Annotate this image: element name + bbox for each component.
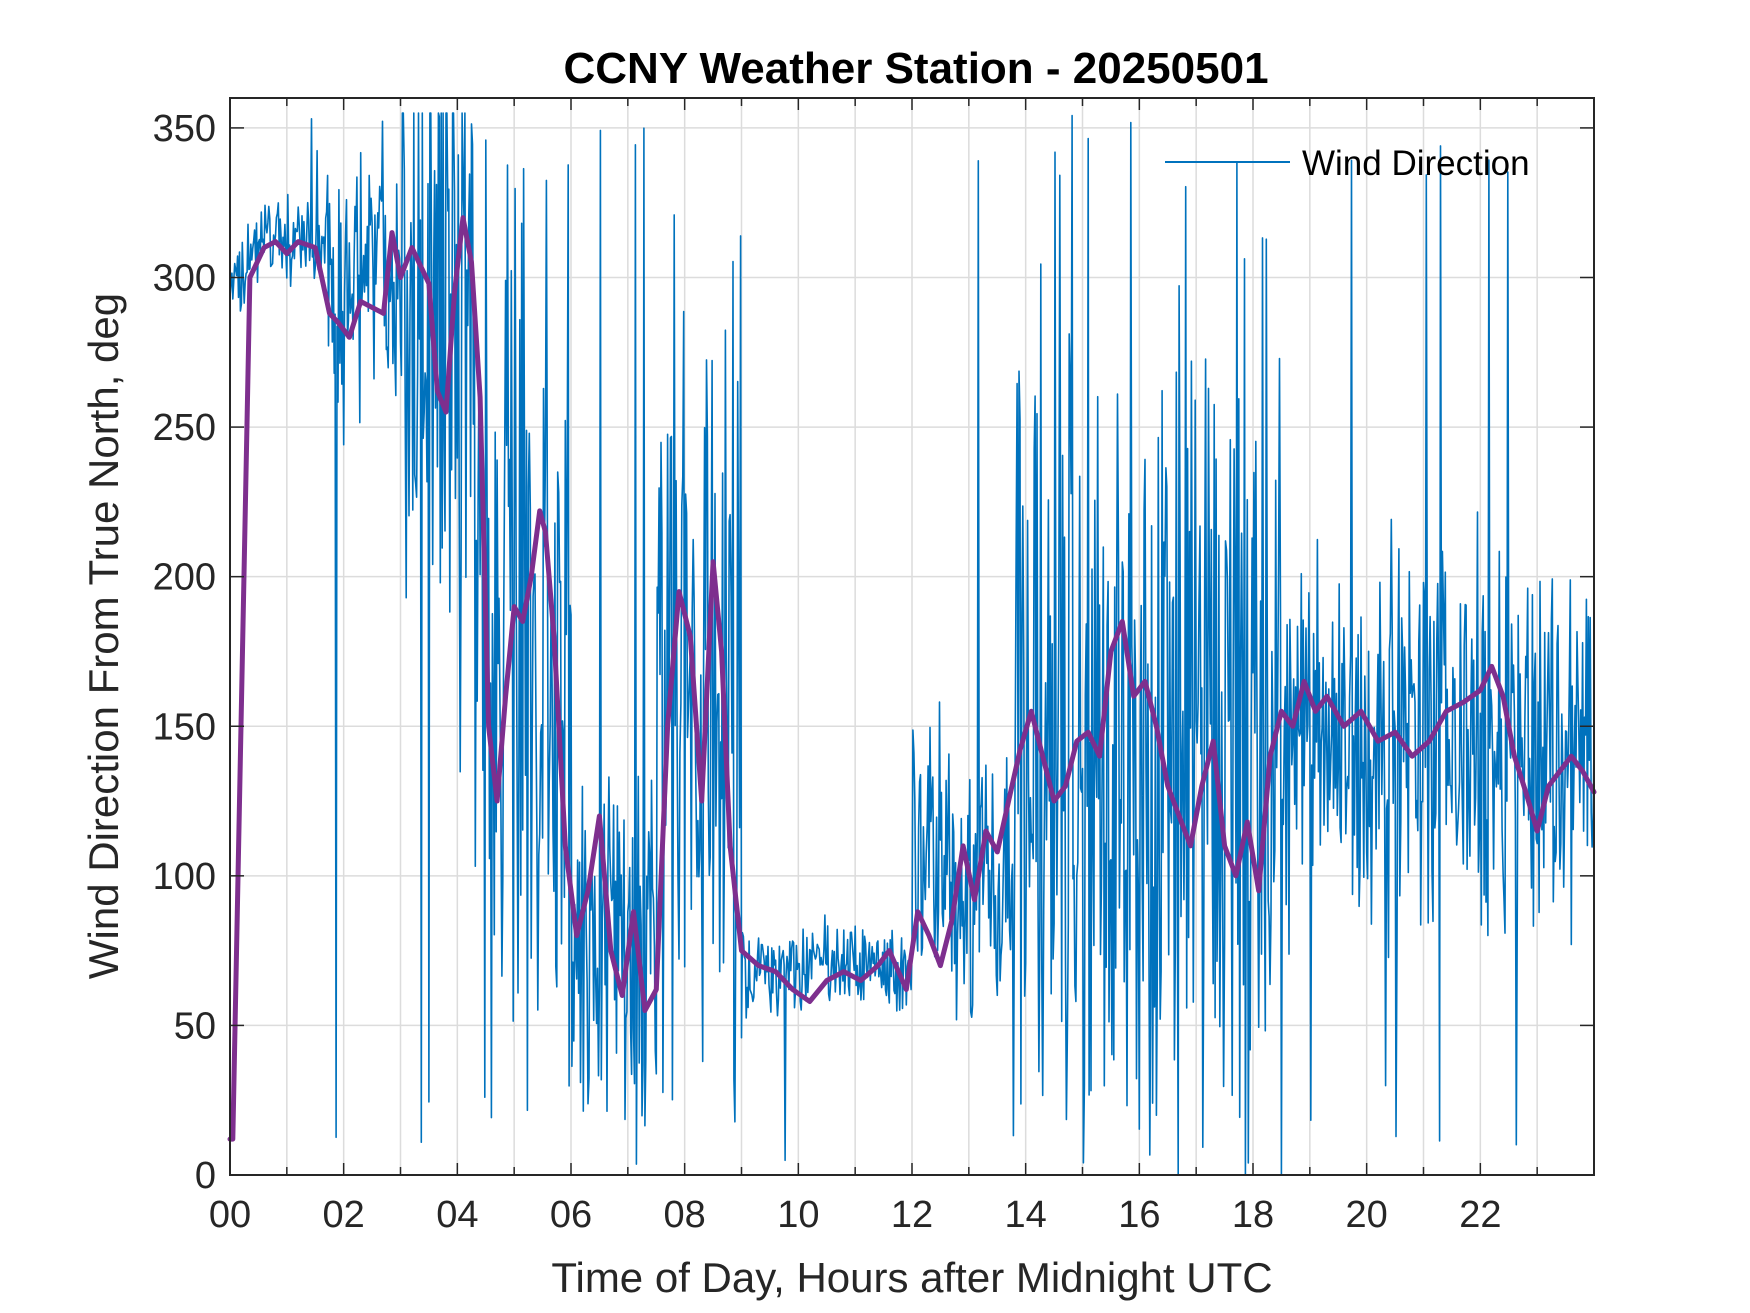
y-tick-label: 300 [153, 258, 216, 300]
x-tick-label: 04 [436, 1194, 478, 1236]
axis-ticks [230, 98, 1594, 1176]
y-tick-label: 100 [153, 856, 216, 898]
y-tick-labels: 0 50 100 150 200 250 300 350 [153, 108, 216, 1197]
y-tick-label: 0 [195, 1155, 216, 1197]
smoothed-line [227, 215, 1597, 1142]
legend-entry-wind-direction: Wind Direction [1302, 144, 1530, 183]
x-tick-label: 08 [664, 1194, 706, 1236]
x-tick-label: 00 [209, 1194, 251, 1236]
x-tick-label: 06 [550, 1194, 592, 1236]
y-tick-label: 150 [153, 706, 216, 748]
x-tick-label: 22 [1459, 1194, 1501, 1236]
x-tick-labels: 00 02 04 06 08 10 12 14 16 18 20 22 [209, 1194, 1502, 1236]
chart-title: CCNY Weather Station - 20250501 [563, 44, 1268, 93]
x-tick-label: 02 [323, 1194, 365, 1236]
y-axis-label: Wind Direction From True North, deg [80, 293, 127, 979]
y-tick-label: 200 [153, 557, 216, 599]
smoothed-series [227, 215, 1597, 1142]
x-tick-label: 14 [1005, 1194, 1047, 1236]
x-tick-label: 20 [1346, 1194, 1388, 1236]
y-tick-label: 250 [153, 407, 216, 449]
x-tick-label: 10 [777, 1194, 819, 1236]
x-axis-label: Time of Day, Hours after Midnight UTC [551, 1254, 1272, 1301]
legend: Wind Direction [1165, 144, 1530, 183]
x-tick-label: 12 [891, 1194, 933, 1236]
y-tick-label: 350 [153, 108, 216, 150]
y-tick-label: 50 [174, 1005, 216, 1047]
x-tick-label: 16 [1118, 1194, 1160, 1236]
x-tick-label: 18 [1232, 1194, 1274, 1236]
